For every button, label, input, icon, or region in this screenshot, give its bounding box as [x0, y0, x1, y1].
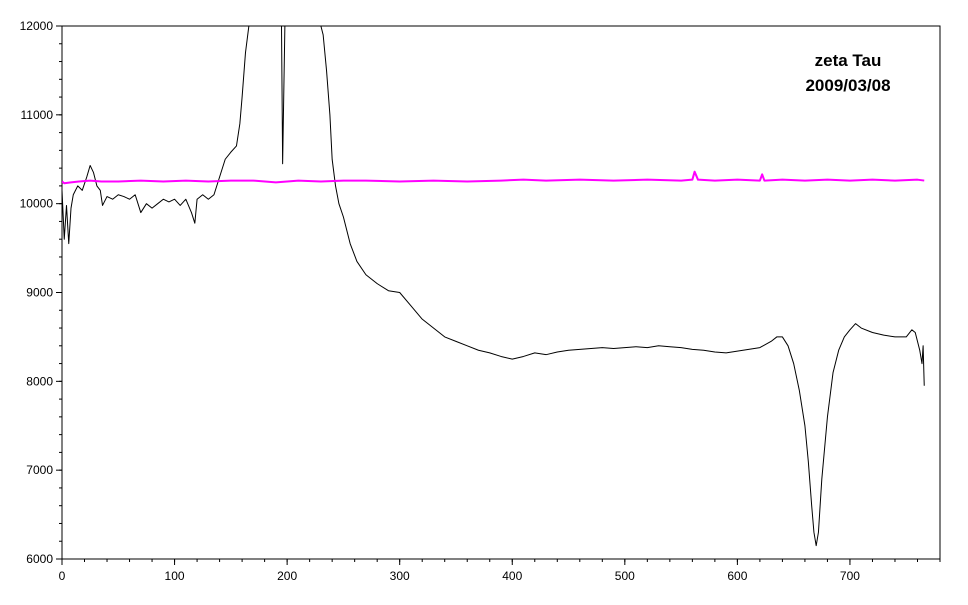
- y-tick-label: 7000: [26, 463, 53, 477]
- y-axis: 6000 7000 8000 9000 10000 11000 12000: [20, 19, 62, 566]
- annotation-star-name: zeta Tau: [815, 51, 882, 70]
- y-tick-label: 11000: [21, 108, 54, 122]
- y-tick-label: 9000: [26, 286, 53, 300]
- y-tick-label: 6000: [26, 552, 53, 566]
- series-line-1: [62, 26, 925, 547]
- series-layer: [62, 26, 925, 547]
- x-tick-label: 200: [277, 569, 297, 583]
- x-tick-label: 600: [727, 569, 747, 583]
- series-line-2: [62, 170, 925, 185]
- x-tick-label: 100: [165, 569, 185, 583]
- x-tick-label: 300: [390, 569, 410, 583]
- x-axis: 0 100 200 300 400 500 600 700: [59, 559, 941, 583]
- x-tick-label: 500: [615, 569, 635, 583]
- x-tick-label: 400: [502, 569, 522, 583]
- plot-area: [61, 25, 941, 560]
- x-tick-label: 0: [59, 569, 66, 583]
- annotation-date: 2009/03/08: [805, 76, 890, 95]
- y-tick-label: 8000: [26, 374, 53, 388]
- y-tick-label: 10000: [20, 197, 54, 211]
- y-tick-label: 12000: [20, 19, 54, 33]
- x-tick-label: 700: [840, 569, 860, 583]
